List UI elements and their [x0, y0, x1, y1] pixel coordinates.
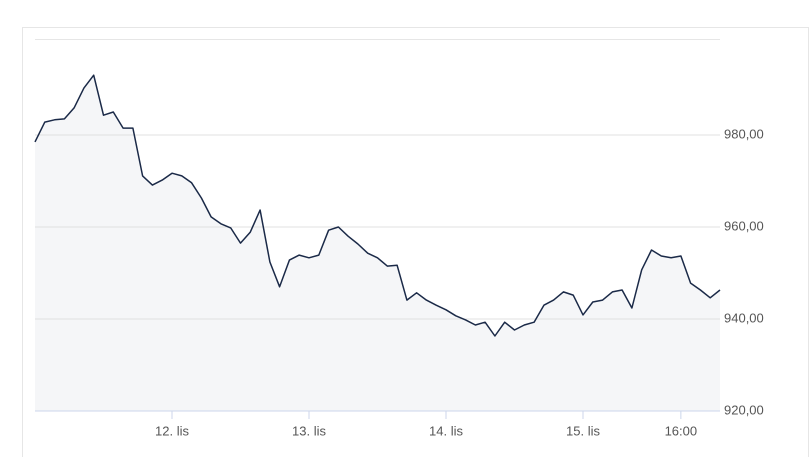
price-line: [34, 74, 721, 337]
x-tick-label: 12. lis: [155, 423, 189, 438]
x-tick-label: 16:00: [665, 423, 698, 438]
x-tick-label: 13. lis: [292, 423, 326, 438]
y-tick-label: 940,00: [724, 310, 764, 325]
area: [35, 75, 720, 411]
x-tick-label: 14. lis: [429, 423, 463, 438]
y-tick-label: 960,00: [724, 218, 764, 233]
x-tick-label: 15. lis: [566, 423, 600, 438]
y-tick-label: 920,00: [724, 402, 764, 417]
y-tick-label: 980,00: [724, 126, 764, 141]
